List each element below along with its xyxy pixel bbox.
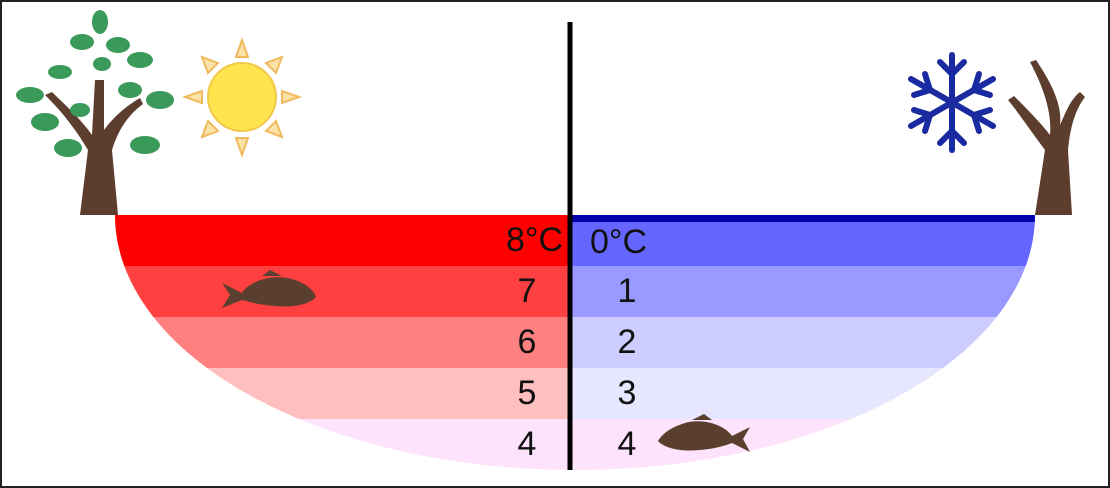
summer-layer [115, 215, 570, 266]
winter-layer [570, 266, 1035, 317]
summer-temperature: 8°C [506, 221, 563, 259]
winter-layer [570, 215, 1035, 266]
winter-labels: 0°C 1 2 3 4 [590, 223, 647, 463]
leafy-tree [16, 10, 174, 215]
summer-temperature: 6 [518, 323, 537, 361]
sun [181, 36, 303, 159]
summer-temperature: 4 [518, 425, 537, 463]
winter-temperature: 4 [618, 425, 637, 463]
fish [658, 414, 750, 452]
winter-temperature: 1 [618, 272, 637, 310]
winter-temperature: 3 [618, 374, 637, 412]
summer-layer [115, 266, 570, 317]
snowflake [908, 52, 996, 153]
fish [222, 270, 316, 308]
summer-temperature: 7 [518, 272, 537, 310]
summer-temperature: 5 [518, 374, 537, 412]
ice-layer [570, 215, 1035, 222]
bare-tree [1008, 60, 1085, 215]
winter-temperature: 2 [618, 323, 637, 361]
winter-temperature: 0°C [590, 223, 647, 261]
summer-labels: 8°C 7 6 5 4 [506, 221, 563, 463]
